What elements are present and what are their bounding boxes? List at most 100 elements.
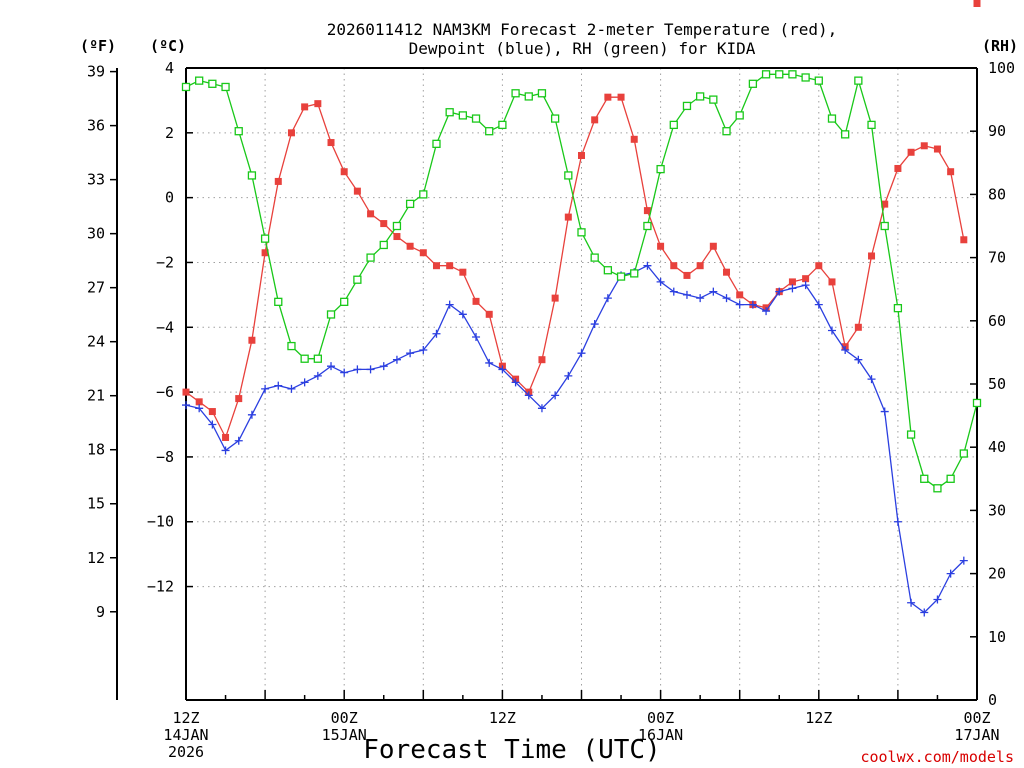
temperature-point (828, 278, 836, 286)
dewpoint-point (893, 517, 902, 526)
celsius-tick-label: 2 (165, 124, 174, 142)
temperature-point (235, 395, 243, 403)
dewpoint-point (827, 326, 836, 335)
dewpoint-point (656, 277, 665, 286)
rh-point (854, 76, 863, 85)
temperature-point (696, 262, 704, 270)
chart-title-line1: 2026011412 NAM3KM Forecast 2-meter Tempe… (327, 20, 838, 39)
fahrenheit-tick-label: 30 (87, 225, 105, 243)
rh-point (643, 221, 652, 231)
dewpoint-point (669, 287, 678, 296)
celsius-tick-label: −12 (147, 578, 174, 596)
rh-point (788, 70, 797, 79)
rh-point (260, 234, 270, 243)
dewpoint-point (854, 355, 863, 364)
temperature-point (657, 242, 665, 250)
temperature-point (327, 139, 335, 147)
dewpoint-point (432, 329, 441, 338)
rh-tick-label: 100 (988, 59, 1015, 77)
rh-point (946, 474, 955, 483)
rh-point (801, 73, 810, 82)
rh-point (827, 114, 837, 123)
rh-tick-label: 60 (988, 312, 1006, 330)
rh-point (696, 92, 705, 101)
dewpoint-point (643, 261, 652, 270)
temperature-point (287, 129, 295, 137)
rh-point (313, 354, 322, 363)
rh-point (972, 398, 982, 408)
celsius-tick-label: −6 (156, 383, 174, 401)
rh-tick-label: 0 (988, 691, 997, 709)
temperature-point (195, 398, 203, 406)
x-tick-label: 17JAN (954, 726, 999, 744)
temperature-point (920, 142, 928, 150)
temperature-point (630, 135, 638, 143)
dewpoint-point (379, 362, 388, 371)
temperature-point (933, 145, 941, 153)
rh-tick-label: 80 (988, 185, 1006, 203)
rh-point (564, 171, 573, 180)
dewpoint-point (445, 300, 454, 309)
temperature-point (261, 249, 269, 257)
temperature-point (723, 268, 731, 276)
fahrenheit-tick-label: 36 (87, 117, 105, 135)
rh-point (867, 120, 876, 130)
dewpoint-point (801, 281, 810, 290)
x-tick-label: 12Z (489, 709, 516, 727)
rh-point (616, 272, 626, 281)
dewpoint-point (748, 300, 757, 309)
x-tick-label: 16JAN (638, 726, 683, 744)
chart-title-line2: Dewpoint (blue), RH (green) for KIDA (409, 39, 756, 58)
temperature-point (894, 164, 902, 172)
dewpoint-point (524, 391, 533, 400)
rh-tick-label: 50 (988, 375, 1006, 393)
temperature-point (367, 210, 375, 218)
rh-point (933, 484, 942, 493)
rh-tick-label: 40 (988, 438, 1006, 456)
rh-tick-label: 30 (988, 501, 1006, 519)
rh-point (195, 76, 204, 85)
rh-point (590, 253, 599, 262)
dewpoint-point (946, 569, 955, 578)
dewpoint-point (880, 407, 889, 416)
rh-point (577, 228, 586, 237)
dewpoint-point (762, 307, 771, 316)
temperature-point (393, 233, 401, 241)
rh-point (511, 89, 520, 98)
celsius-tick-label: 4 (165, 59, 174, 77)
x-axis-label: Forecast Time (UTC) (363, 735, 660, 765)
temperature-point (472, 297, 480, 305)
rh-point (379, 240, 388, 250)
temperature-point (788, 278, 796, 286)
temperature-point (881, 200, 889, 208)
rh-point (340, 297, 349, 306)
x-tick-label: 00Z (331, 709, 358, 727)
chart-series (182, 0, 982, 617)
dewpoint-point (458, 310, 467, 319)
dewpoint-line (185, 264, 965, 614)
dewpoint-point (261, 384, 270, 393)
x-tick-label: 12Z (805, 709, 832, 727)
celsius-tick-label: −4 (156, 318, 174, 336)
rh-point (537, 89, 547, 98)
dewpoint-point (313, 371, 322, 380)
dewpoint-point (920, 608, 929, 617)
temperature-point (868, 252, 876, 260)
temperature-point (854, 323, 862, 331)
rh-point (458, 111, 468, 120)
dewpoint-point (867, 375, 876, 384)
dewpoint-point (221, 446, 230, 455)
dewpoint-point (907, 598, 916, 607)
temperature-point (604, 93, 612, 101)
temperature-point (340, 168, 348, 176)
x-tick-label: 15JAN (322, 726, 367, 744)
rh-point (300, 354, 309, 363)
fahrenheit-unit-label: (ºF) (80, 37, 116, 55)
temperature-point (670, 262, 678, 270)
temperature-point (208, 408, 216, 416)
rh-point (498, 120, 507, 130)
rh-point (709, 95, 718, 104)
dewpoint-point (195, 404, 204, 413)
rh-tick-label: 90 (988, 122, 1006, 140)
dewpoint-point (485, 358, 494, 367)
